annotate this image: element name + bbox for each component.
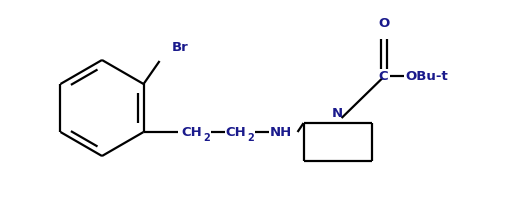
Text: N: N (332, 107, 343, 120)
Text: CH: CH (182, 125, 202, 138)
Text: 2: 2 (204, 133, 211, 143)
Text: CH: CH (226, 125, 246, 138)
Text: C: C (379, 70, 388, 83)
Text: O: O (378, 17, 389, 30)
Text: NH: NH (269, 125, 292, 138)
Text: Br: Br (172, 41, 188, 54)
Text: OBu-t: OBu-t (406, 70, 448, 83)
Text: 2: 2 (248, 133, 254, 143)
